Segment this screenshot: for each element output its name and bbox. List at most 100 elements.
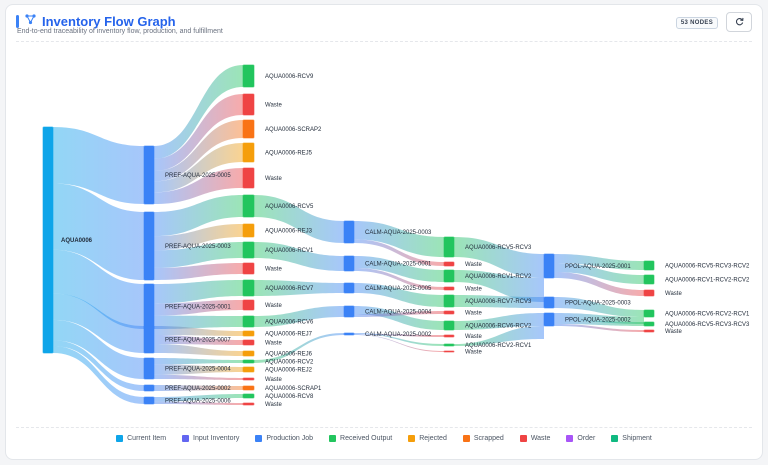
flow-link[interactable] xyxy=(554,297,644,317)
flow-link[interactable] xyxy=(254,333,344,363)
flow-link[interactable] xyxy=(554,320,644,326)
node-w10[interactable] xyxy=(443,310,455,315)
node-c1[interactable] xyxy=(343,255,355,272)
node-j7[interactable] xyxy=(143,325,155,354)
node-r5r3[interactable] xyxy=(443,236,455,258)
node-rcv8[interactable] xyxy=(242,393,255,399)
node-f2[interactable] xyxy=(643,274,655,285)
flow-link[interactable] xyxy=(154,195,243,237)
flow-link[interactable] xyxy=(154,385,243,391)
flow-link[interactable] xyxy=(254,306,344,327)
node-c5[interactable] xyxy=(343,282,355,294)
flow-link[interactable] xyxy=(454,313,544,330)
node-p3[interactable] xyxy=(543,296,555,309)
flow-link[interactable] xyxy=(554,313,644,324)
flow-link[interactable] xyxy=(154,224,243,251)
flow-link[interactable] xyxy=(354,311,444,317)
node-rej5[interactable] xyxy=(242,142,255,163)
node-scr2[interactable] xyxy=(242,119,255,139)
flow-link[interactable] xyxy=(154,143,243,193)
node-j3[interactable] xyxy=(143,211,155,281)
node-r6r2[interactable] xyxy=(443,320,455,331)
flow-link[interactable] xyxy=(554,263,644,284)
node-j4[interactable] xyxy=(143,357,155,380)
flow-link[interactable] xyxy=(354,306,444,330)
flow-link[interactable] xyxy=(154,168,243,204)
node-w6[interactable] xyxy=(242,377,255,381)
node-w5[interactable] xyxy=(242,339,255,346)
node-rej7[interactable] xyxy=(242,330,255,337)
flow-link[interactable] xyxy=(154,344,243,356)
node-f3[interactable] xyxy=(643,309,655,318)
node-j6[interactable] xyxy=(143,396,155,405)
node-j1[interactable] xyxy=(143,283,155,330)
flow-link[interactable] xyxy=(53,293,144,353)
flow-link[interactable] xyxy=(154,364,243,375)
node-rej2[interactable] xyxy=(242,366,255,373)
flow-link[interactable] xyxy=(254,242,344,271)
node-rcv7[interactable] xyxy=(242,279,255,297)
node-w1[interactable] xyxy=(242,93,255,116)
flow-link[interactable] xyxy=(154,315,243,329)
node-rcv1[interactable] xyxy=(242,241,255,259)
node-p1[interactable] xyxy=(543,253,555,279)
flow-link[interactable] xyxy=(354,334,444,352)
node-w2[interactable] xyxy=(242,167,255,189)
flow-link[interactable] xyxy=(154,65,243,159)
flow-link[interactable] xyxy=(154,374,243,380)
node-w12[interactable] xyxy=(443,350,455,353)
flow-link[interactable] xyxy=(454,295,544,308)
flow-link[interactable] xyxy=(154,335,243,345)
flow-link[interactable] xyxy=(354,333,444,346)
flow-link[interactable] xyxy=(354,268,444,290)
node-c4[interactable] xyxy=(343,305,355,318)
node-rcv5[interactable] xyxy=(242,194,255,218)
node-w13[interactable] xyxy=(643,289,655,297)
node-f1[interactable] xyxy=(643,260,655,271)
node-rej6[interactable] xyxy=(242,350,255,357)
flow-link[interactable] xyxy=(154,401,243,405)
flow-link[interactable] xyxy=(554,272,644,296)
flow-link[interactable] xyxy=(154,326,243,336)
node-j2[interactable] xyxy=(143,384,155,392)
flow-link[interactable] xyxy=(154,120,243,182)
flow-link[interactable] xyxy=(254,195,344,243)
node-aqua0006[interactable] xyxy=(42,126,54,354)
flow-link[interactable] xyxy=(354,221,444,257)
flow-link[interactable] xyxy=(354,256,444,282)
flow-link[interactable] xyxy=(53,249,144,329)
flow-link[interactable] xyxy=(154,263,243,280)
node-r2r1[interactable] xyxy=(443,343,455,347)
flow-link[interactable] xyxy=(354,283,444,307)
flow-link[interactable] xyxy=(53,127,144,204)
node-j5[interactable] xyxy=(143,145,155,205)
node-w9[interactable] xyxy=(443,286,455,291)
flow-link[interactable] xyxy=(354,239,444,266)
flow-link[interactable] xyxy=(53,346,144,404)
flow-link[interactable] xyxy=(454,326,544,346)
flow-link[interactable] xyxy=(154,300,243,316)
flow-link[interactable] xyxy=(454,237,544,278)
node-c2[interactable] xyxy=(343,332,355,336)
flow-link[interactable] xyxy=(554,324,644,332)
node-f4[interactable] xyxy=(643,321,655,327)
node-r7r3[interactable] xyxy=(443,294,455,308)
node-w7[interactable] xyxy=(242,402,255,406)
node-rej3[interactable] xyxy=(242,223,255,238)
node-w11[interactable] xyxy=(443,334,455,338)
flow-link[interactable] xyxy=(53,319,144,379)
refresh-button[interactable] xyxy=(726,12,752,32)
node-w8[interactable] xyxy=(443,261,455,267)
node-c3[interactable] xyxy=(343,220,355,244)
node-rcv6[interactable] xyxy=(242,315,255,328)
node-w14[interactable] xyxy=(643,329,655,333)
node-w4[interactable] xyxy=(242,299,255,311)
node-rcv9[interactable] xyxy=(242,64,255,88)
node-r1r2[interactable] xyxy=(443,269,455,283)
flow-link[interactable] xyxy=(154,280,243,304)
node-scr1[interactable] xyxy=(242,385,255,391)
flow-link[interactable] xyxy=(554,254,644,270)
node-rcv2[interactable] xyxy=(242,359,255,364)
flow-link[interactable] xyxy=(154,94,243,171)
flow-link[interactable] xyxy=(454,270,544,302)
